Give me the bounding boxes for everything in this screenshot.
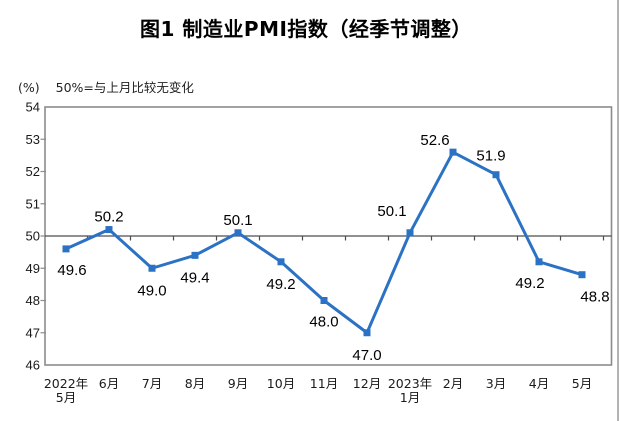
data-point-marker: [191, 251, 199, 259]
x-axis-tick-label: 4月: [529, 376, 549, 391]
data-point-label: 49.2: [266, 276, 295, 293]
x-axis-tick-label: 11月: [310, 376, 338, 391]
x-axis-tick-label: 5月: [56, 390, 76, 405]
x-axis-tick-label: 8月: [185, 376, 205, 391]
data-point-label: 50.1: [377, 203, 406, 220]
y-axis-tick-label: 50: [26, 229, 40, 244]
data-point-marker: [535, 258, 543, 266]
y-axis-tick-label: 48: [26, 293, 40, 308]
x-axis-tick-label: 6月: [99, 376, 119, 391]
x-axis-tick-label: 7月: [142, 376, 162, 391]
x-axis-tick-label: 10月: [267, 376, 295, 391]
data-point-label: 49.4: [180, 269, 209, 286]
series-line: [64, 150, 584, 335]
data-point-label: 48.0: [309, 314, 338, 331]
chart-title: 图1 制造业PMI指数（经季节调整）: [140, 17, 472, 41]
chart-subtitle-row: (%) 50%=与上月比较无变化: [18, 77, 194, 96]
data-point-marker: [449, 148, 457, 156]
data-point-label: 48.8: [580, 289, 609, 306]
data-point-marker: [492, 171, 500, 179]
data-point-label: 52.6: [420, 132, 449, 149]
data-point-label: 49.2: [515, 275, 544, 292]
data-point-label: 50.2: [94, 209, 123, 226]
x-axis-tick-label: 1月: [400, 390, 420, 405]
y-axis-tick-label: 51: [26, 196, 40, 211]
data-point-label: 50.1: [223, 212, 252, 229]
y-axis-tick-label: 47: [26, 325, 40, 340]
data-point-marker: [148, 264, 156, 272]
x-axis-tick-label: 9月: [228, 376, 248, 391]
data-point-marker: [105, 226, 113, 234]
data-point-marker: [363, 329, 371, 337]
x-axis-tick-label: 2月: [443, 376, 463, 391]
data-point-marker: [62, 245, 70, 253]
y-axis-tick-label: 46: [26, 358, 40, 373]
x-axis-tick-label: 12月: [353, 376, 381, 391]
data-point-label: 49.0: [137, 282, 166, 299]
y-axis-unit-label: (%): [18, 80, 40, 95]
y-axis-tick-label: 52: [26, 164, 40, 179]
data-point-marker: [406, 229, 414, 237]
x-axis-tick-label: 5月: [572, 376, 592, 391]
data-point-label: 51.9: [476, 148, 505, 165]
x-axis-tick-label: 2022年: [44, 376, 88, 391]
y-axis-tick-label: 53: [26, 132, 40, 147]
data-point-marker: [578, 271, 586, 279]
y-axis-tick-label: 49: [26, 261, 40, 276]
data-point-marker: [320, 297, 328, 304]
page-edge-divider: [617, 0, 619, 421]
x-axis-tick-label: 3月: [486, 376, 506, 391]
data-point-marker: [277, 258, 285, 266]
data-point-label: 47.0: [352, 347, 381, 364]
reference-note: 50%=与上月比较无变化: [55, 80, 194, 95]
x-axis-tick-label: 2023年: [388, 376, 432, 391]
data-point-marker: [234, 229, 242, 237]
data-point-label: 49.6: [57, 262, 86, 279]
y-axis-tick-label: 54: [26, 100, 40, 115]
